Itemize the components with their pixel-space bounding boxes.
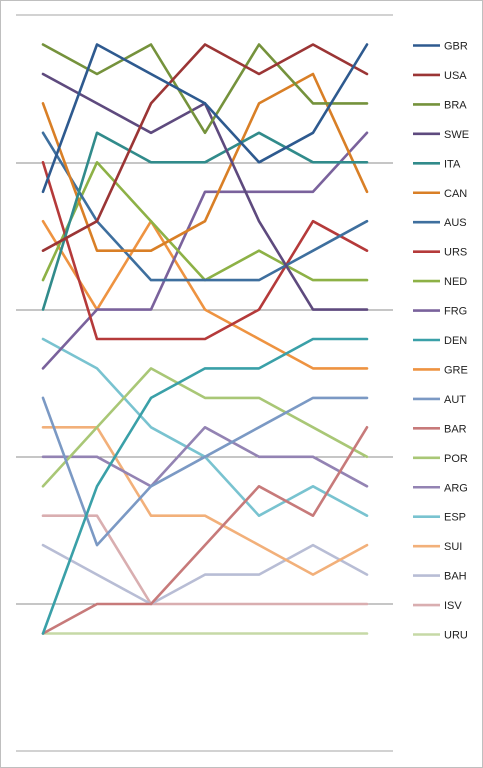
legend-item-ned: NED bbox=[413, 276, 467, 288]
legend-label: USA bbox=[444, 70, 467, 82]
legend-item-por: POR bbox=[413, 453, 468, 465]
legend-item-sui: SUI bbox=[413, 541, 462, 553]
legend-item-arg: ARG bbox=[413, 482, 468, 494]
legend-item-ita: ITA bbox=[413, 158, 461, 170]
legend-item-swe: SWE bbox=[413, 129, 469, 141]
legend-item-uru: URU bbox=[413, 630, 468, 642]
legend-label: BAR bbox=[444, 423, 467, 435]
series-line-por bbox=[41, 367, 369, 488]
legend-label: ITA bbox=[444, 158, 461, 170]
legend-item-den: DEN bbox=[413, 335, 467, 347]
legend-label: SWE bbox=[444, 129, 469, 141]
legend-label: ESP bbox=[444, 512, 466, 524]
series-line-arg bbox=[41, 425, 369, 488]
legend-item-can: CAN bbox=[413, 188, 467, 200]
legend-label: URS bbox=[444, 247, 467, 259]
legend-label: BAH bbox=[444, 571, 467, 583]
series-line-isv bbox=[41, 514, 369, 606]
series-line-aut bbox=[41, 396, 369, 547]
legend-label: AUS bbox=[444, 217, 467, 229]
legend-item-aut: AUT bbox=[413, 394, 466, 406]
series-line-gre bbox=[41, 219, 369, 370]
legend-label: DEN bbox=[444, 335, 467, 347]
legend: GBR USA BRA SWE ITA CAN AUS URS NED FRG DEN GRE AUT B… bbox=[413, 41, 469, 642]
series-line-can bbox=[41, 72, 369, 252]
legend-label: BRA bbox=[444, 99, 467, 111]
legend-item-bah: BAH bbox=[413, 571, 467, 583]
series-line-usa bbox=[41, 43, 369, 252]
legend-label: NED bbox=[444, 276, 467, 288]
legend-label: FRG bbox=[444, 306, 467, 318]
series-line-ita bbox=[41, 131, 369, 311]
legend-item-usa: USA bbox=[413, 70, 467, 82]
series-line-bah bbox=[41, 543, 369, 606]
legend-label: CAN bbox=[444, 188, 467, 200]
legend-item-aus: AUS bbox=[413, 217, 467, 229]
series-lines bbox=[41, 43, 369, 635]
legend-item-frg: FRG bbox=[413, 306, 467, 318]
legend-item-gbr: GBR bbox=[413, 41, 468, 53]
series-line-gbr bbox=[41, 43, 369, 194]
legend-item-bra: BRA bbox=[413, 99, 467, 111]
legend-item-esp: ESP bbox=[413, 512, 466, 524]
series-line-bar bbox=[41, 425, 369, 635]
legend-label: AUT bbox=[444, 394, 466, 406]
legend-item-urs: URS bbox=[413, 247, 467, 259]
legend-item-gre: GRE bbox=[413, 364, 468, 376]
legend-label: GBR bbox=[444, 41, 468, 53]
series-line-bra bbox=[41, 43, 369, 135]
series-line-urs bbox=[41, 161, 369, 341]
legend-label: ARG bbox=[444, 482, 468, 494]
legend-label: SUI bbox=[444, 541, 462, 553]
legend-item-isv: ISV bbox=[413, 600, 462, 612]
legend-item-bar: BAR bbox=[413, 423, 467, 435]
series-line-frg bbox=[41, 131, 369, 370]
legend-label: ISV bbox=[444, 600, 462, 612]
legend-label: GRE bbox=[444, 364, 468, 376]
series-line-den bbox=[41, 337, 369, 635]
legend-label: URU bbox=[444, 630, 468, 642]
legend-label: POR bbox=[444, 453, 468, 465]
